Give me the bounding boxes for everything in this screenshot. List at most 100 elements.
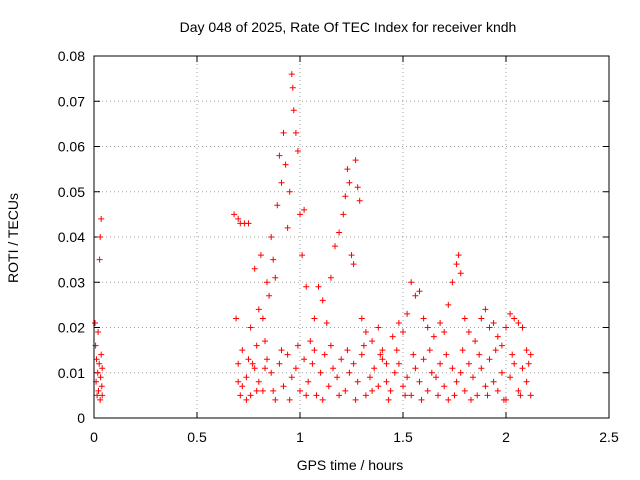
data-point [354, 184, 361, 191]
data-point [389, 333, 396, 340]
data-point [99, 365, 106, 372]
data-point [451, 392, 458, 399]
data-point [98, 215, 105, 222]
y-tick-label: 0.08 [58, 48, 85, 64]
data-point [470, 374, 476, 381]
data-point [360, 342, 367, 349]
data-point [247, 392, 254, 399]
data-point [465, 329, 472, 335]
data-point [523, 378, 530, 385]
data-point [402, 392, 409, 399]
data-point [342, 193, 349, 200]
y-tick-label: 0.03 [58, 274, 85, 290]
data-point [307, 338, 314, 345]
data-point [358, 351, 365, 358]
data-point [311, 315, 318, 322]
data-point [383, 360, 390, 367]
data-point [239, 347, 246, 354]
data-point [262, 365, 268, 372]
data-point [97, 234, 104, 240]
data-point [94, 369, 101, 376]
data-point [270, 387, 277, 394]
data-point [348, 252, 355, 259]
data-point [478, 365, 485, 372]
data-point [294, 342, 301, 349]
data-point [278, 179, 285, 186]
data-point [387, 387, 394, 394]
data-point [297, 387, 303, 394]
data-point [443, 351, 450, 358]
data-point [317, 369, 324, 376]
data-point [395, 320, 402, 326]
data-point [95, 387, 102, 394]
data-point [449, 279, 456, 286]
data-point [268, 234, 275, 240]
data-point [327, 274, 334, 281]
data-point [96, 256, 103, 263]
data-point [340, 211, 347, 218]
data-point [346, 369, 353, 376]
data-point [441, 329, 448, 335]
y-tick-label: 0.01 [58, 365, 85, 381]
data-point [95, 329, 102, 335]
data-point [292, 365, 299, 372]
data-point [426, 347, 433, 354]
data-point [350, 261, 357, 268]
x-axis-label: GPS time / hours [297, 457, 404, 473]
data-point [500, 396, 507, 403]
y-tick-label: 0.06 [58, 139, 85, 155]
data-point [319, 396, 326, 403]
data-point [280, 383, 287, 390]
x-tick-label: 0.5 [187, 429, 207, 445]
data-point [445, 301, 452, 308]
data-point [527, 392, 534, 399]
data-point [375, 324, 382, 331]
data-point [305, 378, 312, 385]
data-point [486, 324, 493, 331]
data-point [289, 84, 296, 91]
data-point [498, 342, 505, 349]
data-point [457, 270, 464, 277]
data-point [342, 387, 349, 394]
data-point [515, 387, 522, 394]
data-point [400, 383, 406, 390]
data-point [330, 365, 336, 372]
x-tick-label: 1 [296, 429, 304, 445]
data-point [247, 324, 254, 331]
data-point [272, 274, 279, 281]
data-point [309, 360, 316, 367]
data-point [468, 396, 474, 403]
data-point [503, 324, 509, 331]
data-point [356, 197, 363, 204]
data-point [379, 356, 386, 363]
data-point [231, 211, 238, 218]
data-point [235, 360, 242, 367]
data-point [375, 383, 382, 390]
data-point [517, 392, 524, 399]
data-point [494, 333, 501, 340]
data-point [280, 129, 287, 136]
data-point [507, 310, 514, 317]
data-point [251, 365, 258, 372]
data-point [486, 356, 493, 363]
data-point [301, 356, 308, 363]
y-tick-label: 0.02 [58, 320, 85, 336]
data-point [253, 387, 260, 394]
y-axis-label: ROTI / TECUs [5, 193, 21, 283]
data-point [371, 365, 378, 372]
data-point [418, 396, 425, 403]
data-point [461, 315, 468, 322]
x-tick-label: 2.5 [599, 429, 619, 445]
data-point [453, 378, 460, 385]
data-point [412, 365, 419, 372]
data-point [445, 396, 452, 403]
data-point [286, 396, 293, 403]
data-point [379, 347, 386, 354]
data-point [336, 392, 343, 399]
data-point [383, 378, 390, 385]
data-point [350, 360, 357, 367]
data-point [472, 338, 479, 345]
data-point [338, 356, 345, 363]
data-point [259, 387, 266, 394]
